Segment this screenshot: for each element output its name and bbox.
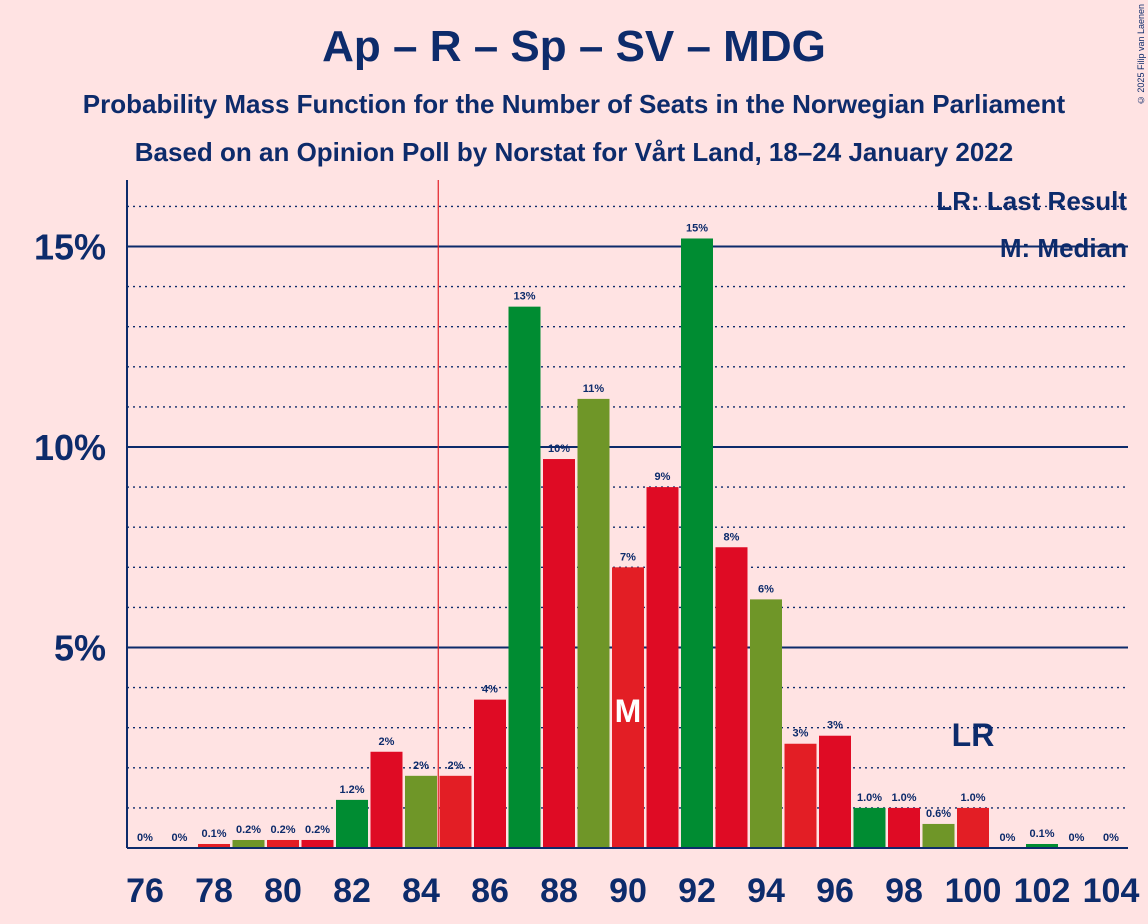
x-tick-label: 98 (885, 872, 923, 910)
bar-value-label: 0.1% (201, 828, 226, 840)
bar-seat-84 (405, 775, 437, 848)
bar-seat-85 (439, 775, 472, 848)
y-tick-label: 10% (34, 427, 106, 468)
bar-value-label: 2% (379, 736, 395, 748)
bar-value-label: 13% (513, 291, 535, 303)
bar-value-label: 15% (686, 222, 708, 234)
x-tick-label: 104 (1083, 872, 1140, 910)
bar-value-label: 0.6% (926, 808, 951, 820)
legend-entry: M: Median (1000, 233, 1127, 263)
x-tick-label: 84 (402, 872, 440, 910)
last-result-marker: LR (952, 717, 995, 753)
bar-seat-98 (888, 807, 920, 848)
chart-title: Ap – R – Sp – SV – MDG (322, 22, 826, 71)
bar-seat-87 (508, 306, 541, 848)
bar-value-label: 7% (620, 551, 636, 563)
bar-value-label: 0% (137, 832, 153, 844)
bar-seat-95 (784, 743, 817, 848)
x-tick-label: 82 (333, 872, 371, 910)
x-tick-label: 100 (945, 872, 1002, 910)
x-tick-label: 96 (816, 872, 854, 910)
bar-seat-81 (301, 839, 334, 848)
chart-subtitle: Probability Mass Function for the Number… (82, 89, 1066, 119)
bar-seat-97 (853, 807, 886, 848)
x-tick-label: 80 (264, 872, 302, 910)
x-tick-label: 78 (195, 872, 233, 910)
bar-value-label: 0% (172, 832, 188, 844)
bar-seat-90 (612, 567, 644, 848)
legend-entry: LR: Last Result (936, 186, 1127, 216)
bar-value-label: 0.2% (270, 824, 295, 836)
bar-value-label: 2% (448, 760, 464, 772)
bar-value-label: 9% (655, 471, 671, 483)
y-tick-label: 15% (34, 227, 106, 268)
bar-seat-78 (198, 843, 230, 848)
x-tick-label: 94 (747, 872, 785, 910)
bar-value-label: 3% (827, 720, 843, 732)
median-marker: M (615, 693, 642, 729)
bar-value-label: 4% (482, 684, 498, 696)
bar-value-label: 1.2% (339, 784, 364, 796)
x-tick-label: 90 (609, 872, 647, 910)
bar-seat-83 (370, 751, 403, 848)
bar-seat-94 (750, 599, 782, 848)
bar-seat-100 (957, 807, 989, 848)
x-tick-label: 88 (540, 872, 578, 910)
bar-seat-92 (681, 238, 713, 849)
bar-value-label: 8% (724, 531, 740, 543)
y-tick-label: 5% (54, 628, 106, 669)
bar-value-label: 11% (583, 383, 605, 395)
bar-value-label: 1.0% (857, 792, 882, 804)
bar-seat-80 (267, 839, 299, 848)
bar-seat-86 (474, 699, 506, 848)
x-tick-label: 102 (1014, 872, 1071, 910)
bar-value-label: 6% (758, 583, 774, 595)
x-tick-label: 92 (678, 872, 716, 910)
bar-seat-93 (715, 547, 748, 848)
bar-value-label: 3% (793, 728, 809, 740)
x-tick-label: 86 (471, 872, 509, 910)
bar-seat-88 (543, 459, 575, 848)
bar-seat-79 (232, 839, 265, 848)
bar-seat-82 (336, 799, 368, 848)
bar-value-label: 1.0% (891, 792, 916, 804)
bar-value-label: 0.2% (305, 824, 330, 836)
chart-subtitle-poll: Based on an Opinion Poll by Norstat for … (134, 137, 1014, 167)
bar-value-label: 0% (1103, 832, 1119, 844)
bar-value-label: 0% (1069, 832, 1085, 844)
bar-value-label: 2% (413, 760, 429, 772)
x-tick-label: 76 (126, 872, 164, 910)
bar-value-label: 0.2% (236, 824, 261, 836)
bar-seat-96 (819, 735, 851, 848)
bar-value-label: 0.1% (1029, 828, 1054, 840)
bar-seat-89 (577, 398, 610, 848)
bar-seat-102 (1026, 843, 1058, 848)
bar-value-label: 10% (548, 443, 570, 455)
bar-seat-91 (646, 487, 679, 848)
bar-value-label: 0% (1000, 832, 1016, 844)
bar-seat-99 (922, 823, 955, 848)
bar-value-label: 1.0% (960, 792, 985, 804)
